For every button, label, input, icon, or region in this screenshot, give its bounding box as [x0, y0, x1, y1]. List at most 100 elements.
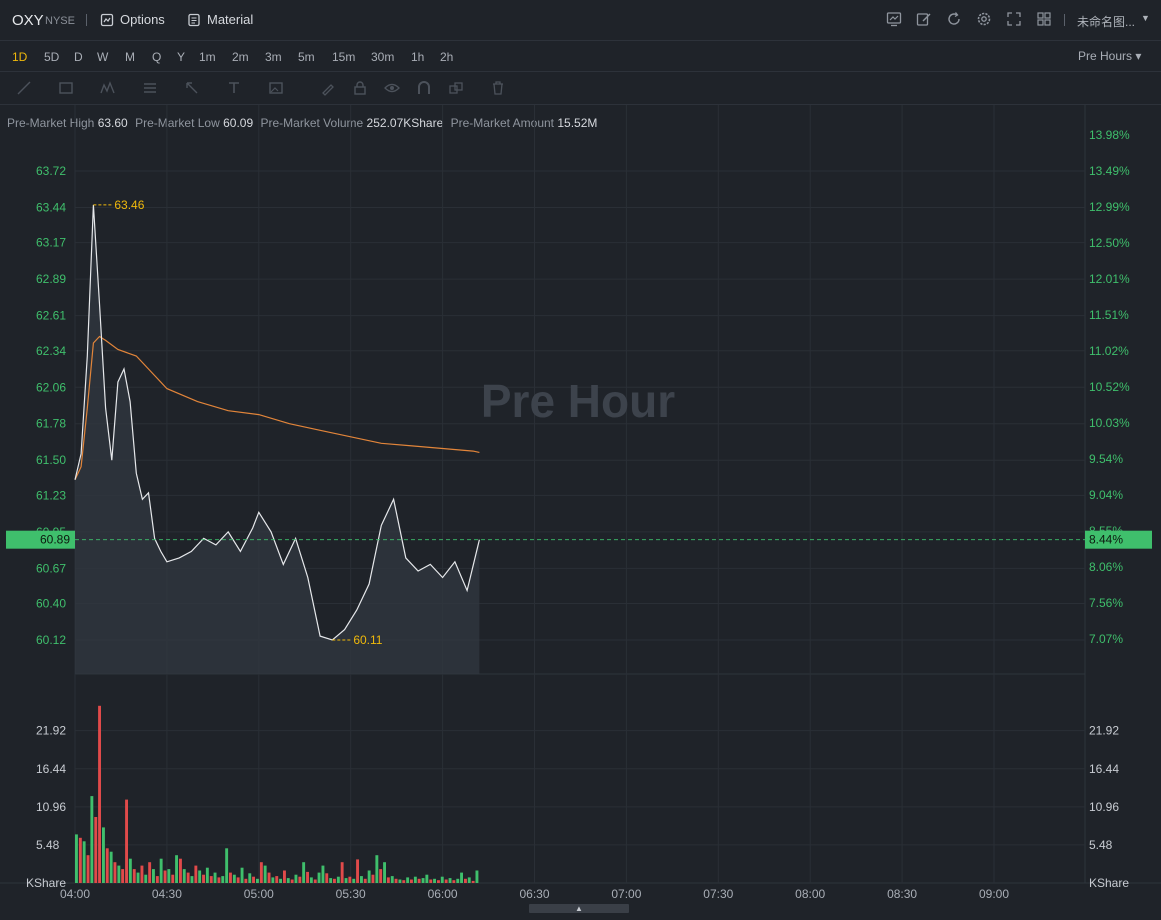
material-button[interactable]: Material	[187, 12, 253, 27]
percent-tick-label: 11.02%	[1089, 344, 1129, 358]
period-D[interactable]: D	[74, 50, 83, 64]
volume-bar	[125, 799, 128, 883]
percent-tick-label: 8.06%	[1089, 560, 1123, 574]
chart-scrollbar[interactable]	[529, 904, 629, 913]
price-tick-label: 60.67	[36, 561, 66, 575]
percent-tick-label: 9.04%	[1089, 488, 1123, 502]
percent-tick-label: 11.51%	[1089, 308, 1129, 322]
trend-line-icon[interactable]	[16, 80, 32, 96]
layout-name[interactable]: 未命名图...	[1077, 15, 1136, 29]
price-axis: 63.72 63.44 63.17 62.89 62.61 62.34 62.06 61.78…	[36, 164, 66, 647]
indicator-icon[interactable]	[886, 11, 902, 27]
eye-icon[interactable]	[384, 80, 400, 96]
volume-bar	[113, 862, 117, 883]
period-2h[interactable]: 2h	[440, 50, 454, 64]
period-1D[interactable]: 1D	[12, 50, 28, 64]
volume-bar	[232, 874, 236, 883]
pattern-icon[interactable]	[100, 80, 116, 96]
period-Y[interactable]: Y	[177, 50, 186, 64]
percent-tick-label: 12.99%	[1089, 200, 1130, 214]
volume-bar	[159, 858, 163, 883]
magnet-icon[interactable]	[416, 80, 432, 96]
time-axis: 04:00 04:30 05:00 05:30 06:00 06:30 07:00 07:30…	[60, 887, 1009, 901]
volume-bar	[202, 874, 205, 883]
volume-bar	[167, 869, 171, 883]
material-label: Material	[207, 12, 254, 27]
low-label: Pre-Market Low	[135, 116, 220, 130]
scroll-up-icon[interactable]: ▲	[575, 904, 583, 913]
volume-tick-label: 21.92	[1089, 724, 1119, 738]
text-tool-icon[interactable]	[226, 80, 242, 96]
layout-grid-icon[interactable]	[1036, 11, 1052, 27]
price-tick-label: 62.34	[36, 344, 66, 358]
percent-tick-label: 13.49%	[1089, 164, 1130, 178]
options-button[interactable]: Options	[100, 12, 165, 27]
period-1h[interactable]: 1h	[411, 50, 425, 64]
volume-bar	[98, 705, 101, 883]
watermark: Pre Hour	[481, 375, 675, 427]
percent-tick-label: 10.52%	[1089, 380, 1130, 394]
image-tool-icon[interactable]	[268, 80, 284, 96]
current-price-tag	[6, 530, 75, 549]
volume-bar	[467, 877, 471, 883]
lock-icon[interactable]	[352, 80, 368, 96]
volume-tick-label: 5.48	[1089, 838, 1113, 852]
volume-bar	[155, 876, 159, 883]
chevron-down-icon[interactable]: ▼	[1141, 13, 1150, 23]
brush-icon[interactable]	[320, 80, 336, 96]
price-line	[74, 204, 480, 641]
volume-tick-label: 16.44	[36, 762, 66, 776]
period-M[interactable]: M	[125, 50, 135, 64]
arrow-icon[interactable]	[184, 80, 200, 96]
period-2m[interactable]: 2m	[232, 50, 249, 64]
chart-grid	[0, 105, 1161, 884]
draw-edit-icon[interactable]	[916, 11, 932, 27]
volume-axis: 21.92 21.92 16.44 16.44 10.96 10.96 5.48 5.48 KS…	[26, 724, 1129, 890]
volume-unit-label: KShare	[1089, 876, 1129, 890]
period-5m[interactable]: 5m	[298, 50, 315, 64]
amount-value: 15.52M	[557, 116, 598, 130]
volume-bar	[109, 851, 113, 883]
volume-bar	[217, 877, 221, 883]
fullscreen-icon[interactable]	[1006, 11, 1022, 27]
volume-bar	[259, 862, 263, 883]
volume-bar	[213, 872, 217, 883]
refresh-icon[interactable]	[946, 11, 962, 27]
volume-bar	[471, 880, 475, 883]
volume-bar	[375, 855, 379, 883]
price-tick-label: 62.61	[36, 309, 66, 323]
link-icon[interactable]	[448, 80, 464, 96]
time-tick-label: 05:30	[336, 887, 366, 901]
period-3m[interactable]: 3m	[265, 50, 282, 64]
current-price-label: 60.89	[40, 533, 70, 547]
price-tick-label: 62.89	[36, 272, 66, 286]
period-1m[interactable]: 1m	[199, 50, 216, 64]
fibonacci-icon[interactable]	[142, 80, 158, 96]
volume-bar	[367, 870, 371, 883]
extreme-markers: 63.46 60.11	[93, 198, 383, 647]
symbol[interactable]: OXY	[12, 12, 44, 29]
trash-icon[interactable]	[490, 80, 506, 96]
volume-bar	[190, 876, 194, 883]
volume-bar	[186, 872, 190, 883]
volume-bar	[302, 862, 306, 883]
session-select[interactable]: Pre Hours ▾	[1078, 49, 1142, 63]
period-5D[interactable]: 5D	[44, 50, 60, 64]
time-tick-label: 04:30	[152, 887, 182, 901]
volume-bar	[402, 880, 406, 883]
price-tick-label: 61.23	[36, 488, 66, 502]
settings-icon[interactable]	[976, 11, 992, 27]
percent-tick-label: 7.56%	[1089, 596, 1123, 610]
chart-lines	[74, 204, 480, 641]
period-Q[interactable]: Q	[152, 50, 162, 64]
price-tick-label: 60.40	[36, 597, 66, 611]
period-W[interactable]: W	[97, 50, 109, 64]
volume-bar	[309, 877, 313, 883]
high-marker-label: 63.46	[114, 198, 144, 212]
volume-bar	[383, 862, 386, 883]
period-30m[interactable]: 30m	[371, 50, 395, 64]
rectangle-icon[interactable]	[58, 80, 74, 96]
time-tick-label: 07:00	[611, 887, 641, 901]
period-15m[interactable]: 15m	[332, 50, 356, 64]
